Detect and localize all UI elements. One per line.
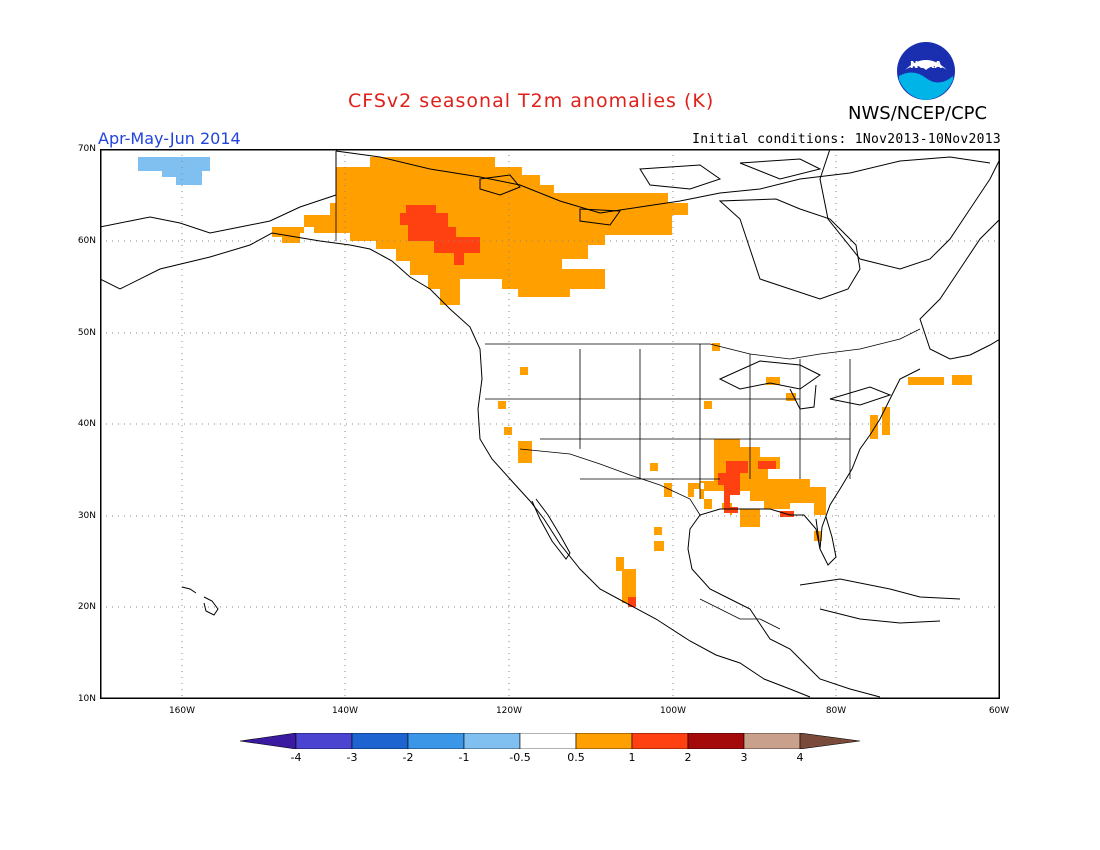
colorbar-swatch [463, 732, 521, 750]
anomaly-warm-2-yukon [400, 205, 480, 265]
anomaly-warm-cell [498, 401, 506, 409]
anomaly-warm-1-mississippi [688, 439, 826, 527]
anomaly-warm-cell [786, 393, 796, 401]
anomaly-warm-2-mississippi [718, 461, 748, 513]
anomaly-warm-cell [628, 597, 636, 607]
agency-label: NWS/NCEP/CPC [848, 103, 988, 124]
colorbar-label: 1 [628, 751, 636, 764]
lon-label: 160W [168, 706, 196, 716]
anomaly-warm-cell [704, 401, 712, 409]
anomaly-warm-cell [712, 343, 720, 351]
anomaly-warm-cell [870, 415, 878, 439]
colorbar-label: 2 [684, 751, 692, 764]
coastlines [99, 148, 1001, 698]
noaa-logo-text: NOAA [910, 60, 942, 71]
anomaly-warm-cell [882, 407, 890, 435]
colorbar-left-arrow [239, 732, 297, 750]
colorbar-right-arrow [799, 732, 861, 750]
anomaly-cold-1 [138, 157, 210, 185]
anomaly-warm-cell [616, 557, 624, 571]
colorbar-label: -0.5 [509, 751, 531, 764]
anomaly-warm-cell [952, 375, 972, 385]
lat-label: 40N [77, 419, 96, 429]
anomaly-warm-cell [766, 377, 780, 385]
anomaly-warm-cell [664, 483, 672, 497]
colorbar [239, 732, 862, 753]
lon-label: 100W [659, 706, 687, 716]
colorbar-swatch [743, 732, 801, 750]
colorbar-label: -1 [458, 751, 470, 764]
lon-label: 140W [331, 706, 359, 716]
map-title: CFSv2 seasonal T2m anomalies (K) [348, 90, 715, 112]
anomaly-warm-cell [518, 441, 532, 463]
lat-label: 30N [77, 511, 96, 521]
anomaly-shading [138, 157, 972, 607]
lon-label: 60W [988, 706, 1010, 716]
lat-label: 20N [77, 602, 96, 612]
colorbar-label: 4 [796, 751, 804, 764]
lat-label: 10N [77, 694, 96, 704]
map-svg [99, 148, 1001, 700]
lon-label: 80W [825, 706, 847, 716]
colorbar-label: -2 [402, 751, 414, 764]
anomaly-warm-2-cell [758, 461, 776, 469]
anomaly-warm-cell [908, 377, 944, 385]
colorbar-swatch [687, 732, 745, 750]
anomaly-warm-1-alaska [272, 157, 688, 305]
colorbar-swatch [407, 732, 465, 750]
lon-label: 120W [495, 706, 523, 716]
anomaly-warm-cell [654, 541, 664, 551]
anomaly-warm-cell [520, 367, 528, 375]
anomaly-warm-cell [654, 527, 662, 535]
colorbar-swatch [295, 732, 353, 750]
lat-label: 60N [77, 236, 96, 246]
anomaly-map [99, 148, 1001, 703]
lat-label: 70N [77, 144, 96, 154]
colorbar-swatch [519, 732, 577, 750]
colorbar-label: 3 [740, 751, 748, 764]
colorbar-label: 0.5 [567, 751, 585, 764]
noaa-logo: NOAA [895, 40, 957, 106]
anomaly-warm-cell [650, 463, 658, 471]
colorbar-swatch [631, 732, 689, 750]
colorbar-label: -3 [346, 751, 358, 764]
colorbar-swatch [575, 732, 633, 750]
colorbar-swatch [351, 732, 409, 750]
anomaly-warm-cell [504, 427, 512, 435]
borders [335, 151, 921, 630]
lat-label: 50N [77, 328, 96, 338]
anomaly-warm-cell [622, 569, 636, 603]
colorbar-label: -4 [290, 751, 302, 764]
period-label: Apr-May-Jun 2014 [98, 129, 241, 148]
initial-conditions-label: Initial conditions: 1Nov2013-10Nov2013 [692, 132, 1001, 147]
